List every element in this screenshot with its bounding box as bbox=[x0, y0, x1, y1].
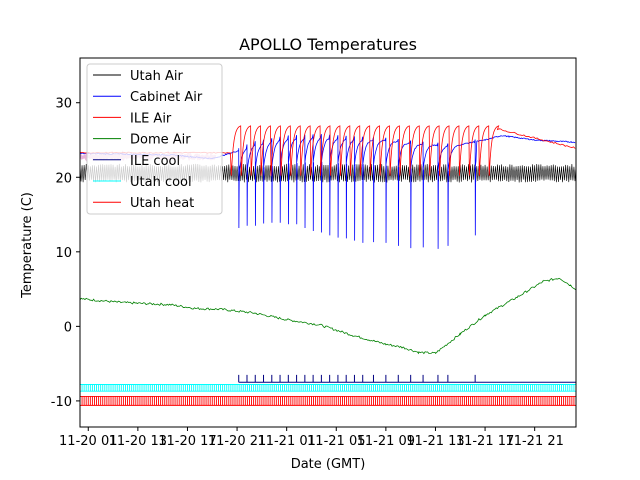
series-utah-cool bbox=[80, 384, 576, 392]
x-tick-label: 11-21 01 bbox=[257, 434, 315, 449]
legend-label: Utah Air bbox=[130, 69, 183, 84]
series-ile-cool bbox=[238, 374, 576, 383]
legend-label: Utah heat bbox=[130, 196, 194, 211]
y-tick-label: -10 bbox=[51, 395, 72, 410]
x-tick-label: 11-20 17 bbox=[158, 434, 216, 449]
x-tick-label: 11-21 17 bbox=[456, 434, 514, 449]
y-tick-label: 10 bbox=[55, 246, 72, 261]
y-tick-label: 0 bbox=[64, 320, 72, 335]
x-tick-label: 11-21 13 bbox=[406, 434, 464, 449]
y-axis-label: Temperature (C) bbox=[20, 192, 35, 299]
legend-label: Utah cool bbox=[130, 175, 192, 190]
legend-label: ILE Air bbox=[130, 111, 172, 126]
x-tick-label: 11-20 01 bbox=[59, 434, 117, 449]
chart-title: APOLLO Temperatures bbox=[239, 35, 417, 54]
y-tick-label: 20 bbox=[55, 171, 72, 186]
x-tick-label: 11-20 21 bbox=[208, 434, 266, 449]
legend-box bbox=[86, 63, 223, 215]
series-utah-heat bbox=[80, 395, 576, 406]
x-tick-label: 11-21 05 bbox=[307, 434, 365, 449]
plot-frame bbox=[79, 57, 577, 428]
legend-label: Dome Air bbox=[130, 133, 191, 148]
legend-label: ILE cool bbox=[130, 154, 180, 169]
x-tick-label: 11-21 21 bbox=[505, 434, 563, 449]
y-tick-label: 30 bbox=[55, 97, 72, 112]
legend: Utah Air Cabinet Air ILE Air Dome Air ILE co… bbox=[86, 63, 223, 215]
legend-label: Cabinet Air bbox=[130, 90, 203, 105]
x-axis-label: Date (GMT) bbox=[291, 457, 366, 472]
series-dome-air bbox=[80, 277, 576, 355]
x-tick-label: 11-20 13 bbox=[109, 434, 167, 449]
x-tick-label: 11-21 09 bbox=[357, 434, 415, 449]
